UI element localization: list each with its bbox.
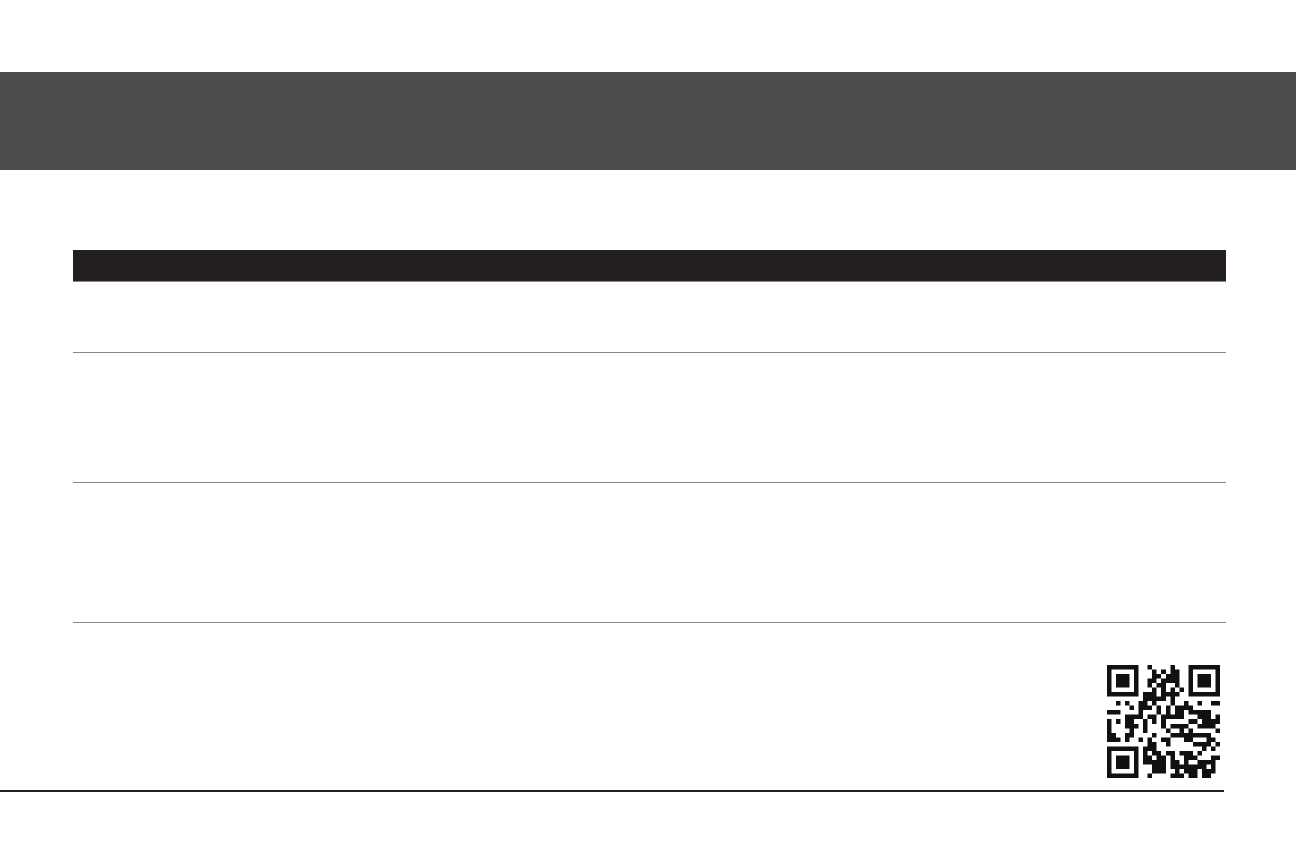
table-row [73, 353, 1226, 483]
header-banner [0, 72, 1296, 170]
qr-code-icon [1107, 665, 1220, 778]
footer-rule [0, 790, 1224, 792]
table-row [73, 282, 1226, 353]
content-table [73, 250, 1226, 623]
table-row [73, 483, 1226, 623]
table-header [73, 250, 1226, 282]
